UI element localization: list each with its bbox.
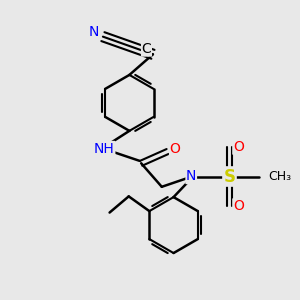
Text: N: N [89, 25, 99, 39]
Text: C: C [142, 42, 151, 56]
Text: O: O [233, 199, 244, 213]
Text: S: S [224, 167, 236, 185]
Text: NH: NH [94, 142, 115, 155]
Text: CH₃: CH₃ [268, 170, 291, 183]
Text: N: N [186, 169, 196, 184]
Text: O: O [233, 140, 244, 154]
Text: O: O [169, 142, 181, 155]
